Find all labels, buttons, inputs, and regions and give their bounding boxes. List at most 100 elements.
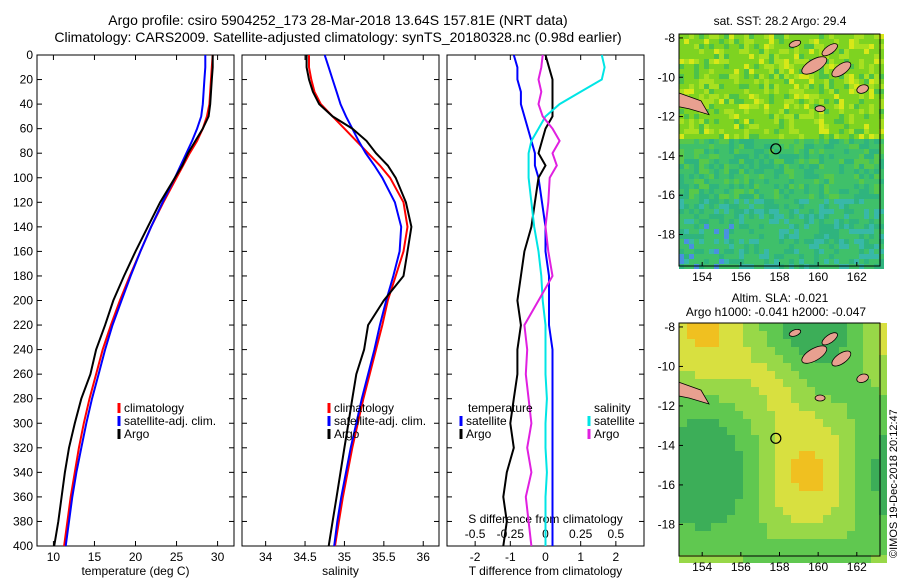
sla_map-cell xyxy=(855,507,863,515)
sst_map-cell xyxy=(794,229,799,234)
sla_map-cell xyxy=(871,347,879,355)
sla_map-cell xyxy=(807,547,815,555)
sst_map-cell xyxy=(789,114,794,119)
depth-tick-label: 300 xyxy=(13,416,33,430)
sst_map-cell xyxy=(879,184,884,189)
sst_map-cell xyxy=(769,34,774,39)
sla_map-cell xyxy=(799,539,807,547)
sst_map-cell xyxy=(684,199,689,204)
sst_map-cell xyxy=(819,34,824,39)
sst_map-cell xyxy=(869,89,874,94)
sst_map-cell xyxy=(744,124,749,129)
sst_map-cell xyxy=(764,199,769,204)
sst_map-cell xyxy=(879,199,884,204)
sst_map-cell xyxy=(679,49,684,54)
sst_map-cell xyxy=(869,239,874,244)
sst_map-cell xyxy=(869,199,874,204)
sst_map-cell xyxy=(704,149,709,154)
sla_map-cell xyxy=(823,515,831,523)
sst_map-cell xyxy=(774,234,779,239)
sst_map-cell xyxy=(704,154,709,159)
sla_map-cell xyxy=(719,387,727,395)
sst_map-cell xyxy=(829,139,834,144)
sst_map-cell xyxy=(759,244,764,249)
sst_map-cell xyxy=(854,54,859,59)
sst_map-cell xyxy=(724,254,729,259)
sla_map-cell xyxy=(791,547,799,555)
sst_map-cell xyxy=(859,44,864,49)
sst_map-cell xyxy=(779,44,784,49)
sst_map-cell xyxy=(779,139,784,144)
salinity-legend-label: climatology xyxy=(334,401,394,415)
sst_map-cell xyxy=(789,34,794,39)
sst_map-cell xyxy=(804,39,809,44)
sla_map-cell xyxy=(831,491,839,499)
sst_map-cell xyxy=(774,129,779,134)
sst_map-cell xyxy=(694,139,699,144)
sst_map-cell xyxy=(849,179,854,184)
sla_map-cell xyxy=(695,507,703,515)
sla_map-cell xyxy=(711,531,719,539)
sst_map-cell xyxy=(859,59,864,64)
sst_map-cell xyxy=(819,49,824,54)
sst_map-cell xyxy=(784,149,789,154)
sst_map-cell xyxy=(794,259,799,264)
sst_map-cell xyxy=(724,174,729,179)
sla_map-island xyxy=(788,328,802,337)
sst_map-cell xyxy=(744,204,749,209)
sla_map-cell xyxy=(751,547,759,555)
sst_map-cell xyxy=(709,224,714,229)
sst_map-cell xyxy=(869,164,874,169)
sla_map-cell xyxy=(807,411,815,419)
sst_map-cell xyxy=(784,169,789,174)
sst_map-cell xyxy=(719,179,724,184)
sst_map-cell xyxy=(759,209,764,214)
sst_map-cell xyxy=(689,249,694,254)
sla_map-cell xyxy=(703,411,711,419)
sst_map-cell xyxy=(834,194,839,199)
sla_map-cell xyxy=(791,379,799,387)
sst_map-cell xyxy=(744,34,749,39)
sst_map-cell xyxy=(754,104,759,109)
sst_map-cell xyxy=(829,124,834,129)
sst_map-cell xyxy=(874,234,879,239)
sst_map-cell xyxy=(734,154,739,159)
sst_map-cell xyxy=(849,59,854,64)
sla_map-cell xyxy=(863,331,871,339)
sla_map-cell xyxy=(791,539,799,547)
sst_map-cell xyxy=(764,94,769,99)
sla_map-cell xyxy=(735,475,743,483)
sst_map-cell xyxy=(864,189,869,194)
sst_map-cell xyxy=(859,109,864,114)
sst_map-cell xyxy=(849,129,854,134)
sla_map-cell xyxy=(751,507,759,515)
sst_map-cell xyxy=(874,44,879,49)
sst_map-cell xyxy=(844,39,849,44)
sst_map-cell xyxy=(799,134,804,139)
sst_map-cell xyxy=(709,84,714,89)
sst_map-cell xyxy=(864,254,869,259)
sla_map-cell xyxy=(847,491,855,499)
sla_map-cell xyxy=(695,467,703,475)
sst_map-cell xyxy=(849,164,854,169)
sla_map-cell xyxy=(727,547,735,555)
sst_map-cell xyxy=(849,99,854,104)
sst_map-cell xyxy=(809,34,814,39)
sst_map-cell xyxy=(849,109,854,114)
sst_map-cell xyxy=(699,219,704,224)
sst_map-cell xyxy=(864,49,869,54)
sla_map-cell xyxy=(783,371,791,379)
sla_map-cell xyxy=(743,523,751,531)
sst_map-cell xyxy=(824,94,829,99)
sst_map-cell xyxy=(879,119,884,124)
sst_map-cell xyxy=(714,174,719,179)
sla_map-cell xyxy=(687,371,695,379)
sla_map-cell xyxy=(823,323,831,331)
sla_map-cell xyxy=(831,435,839,443)
sst_map-cell xyxy=(809,189,814,194)
sla_map-cell xyxy=(791,515,799,523)
sst_map-cell xyxy=(699,214,704,219)
sla_map-cell xyxy=(775,547,783,555)
sst_map-cell xyxy=(759,124,764,129)
sst_map-cell xyxy=(814,129,819,134)
